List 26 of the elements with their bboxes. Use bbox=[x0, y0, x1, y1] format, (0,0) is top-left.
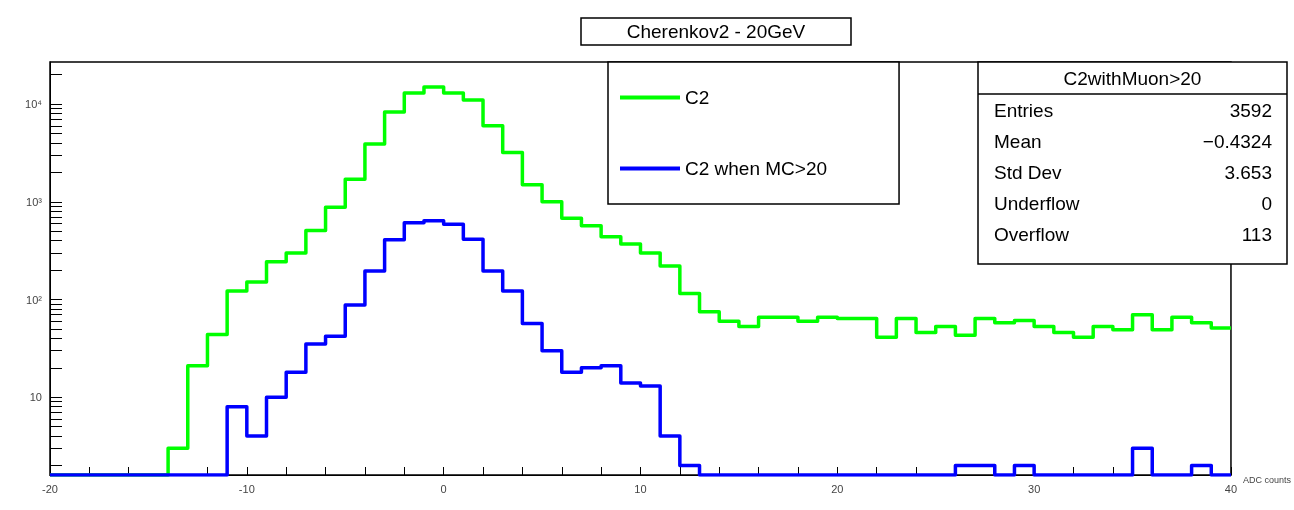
y-tick-label: 10 bbox=[29, 391, 42, 404]
chart-title: Cherenkov2 - 20GeV bbox=[626, 21, 806, 42]
annotation: 3592 bbox=[1229, 99, 1272, 121]
y-tick-label: 10⁴ bbox=[25, 98, 43, 111]
annotation: Overflow bbox=[994, 223, 1070, 245]
legend-label: C2 bbox=[685, 87, 710, 108]
x-tick-label: -20 bbox=[42, 482, 58, 495]
annotation: Std Dev bbox=[994, 161, 1063, 183]
text: 113 bbox=[1241, 223, 1272, 245]
x-axis-title: ADC counts bbox=[1242, 474, 1292, 485]
annotation: Entries bbox=[994, 99, 1054, 121]
text: 0 bbox=[1261, 192, 1272, 214]
y-tick-label: 10² bbox=[26, 293, 43, 306]
x-tick-label: 40 bbox=[1224, 482, 1238, 495]
y-tick-label: 10³ bbox=[26, 195, 43, 208]
x-tick-label: 20 bbox=[831, 482, 844, 495]
annotation: C2withMuon>20 bbox=[1063, 67, 1202, 89]
annotation: Underflow bbox=[994, 192, 1080, 214]
annotation: Mean bbox=[994, 130, 1042, 152]
x-tick-label: -10 bbox=[238, 482, 255, 495]
annotation: 3.653 bbox=[1224, 161, 1272, 183]
legend-label: C2 when MC>20 bbox=[685, 158, 828, 179]
annotation: −0.4324 bbox=[1202, 130, 1273, 152]
x-tick-label: 10 bbox=[634, 482, 647, 495]
x-tick-label: 30 bbox=[1028, 482, 1041, 495]
x-tick-label: 0 bbox=[440, 482, 447, 495]
